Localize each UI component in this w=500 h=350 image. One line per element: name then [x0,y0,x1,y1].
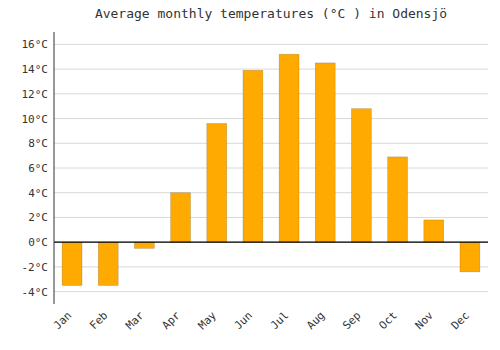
x-axis: Jan Feb Mar Apr May Jun Jul Aug Sep Oct Nov Dec [51,309,472,333]
x-tick-label: Oct [376,309,399,332]
y-tick-label: 12°C [22,88,49,101]
y-tick-label: -4°C [22,286,49,299]
x-tick-label: Dec [449,309,472,332]
grid-line [54,168,488,169]
grid-line [54,291,488,292]
x-tick-label: Feb [87,309,110,332]
y-tick-label: 16°C [22,38,49,51]
bar [62,242,82,285]
x-tick-label: Jan [51,309,74,332]
bars [62,54,480,285]
y-tick-label: 8°C [28,137,48,150]
bar [171,193,191,242]
bar [424,220,444,242]
grid-line [54,217,488,218]
y-axis: -4°C -2°C 0°C 2°C 4°C 6°C 8°C 10°C 12°C 14°C 16°C [22,38,489,298]
y-tick-label: 0°C [28,236,48,249]
x-tick-label: Nov [413,309,437,333]
x-tick-label: Jun [232,309,255,332]
grid-line [54,242,488,243]
grid-line [54,69,488,70]
bar [207,123,227,242]
title: Average monthly temperatures (°C ) in Od… [95,6,447,21]
y-tick-label: 2°C [28,211,48,224]
bar [388,157,408,242]
y-tick-label: 6°C [28,162,48,175]
grid-line [54,93,488,94]
bar [243,70,263,242]
chart: Average monthly temperatures (°C ) in Od… [0,0,500,350]
grid-line [54,44,488,45]
grid-line [54,192,488,193]
x-tick-label: Sep [340,309,363,332]
x-tick-label: Aug [304,309,327,332]
grid-line [54,266,488,267]
grid-line [54,118,488,119]
chart-container: Average monthly temperatures (°C ) in Od… [0,0,500,350]
y-tick-label: 14°C [22,63,49,76]
zero-line [54,242,488,243]
grid-line [54,143,488,144]
bar [315,63,335,242]
y-tick-label: -2°C [22,261,49,274]
bar [460,242,480,272]
x-tick-label: Apr [159,309,183,333]
bar [279,54,299,242]
x-tick-label: Jul [268,309,291,332]
y-tick-label: 10°C [22,113,49,126]
y-axis-line [54,32,55,304]
y-tick-label: 4°C [28,187,48,200]
bar [134,242,154,248]
bar [351,109,371,243]
bar [98,242,118,285]
x-tick-label: May [196,309,220,333]
x-tick-label: Mar [123,309,147,333]
